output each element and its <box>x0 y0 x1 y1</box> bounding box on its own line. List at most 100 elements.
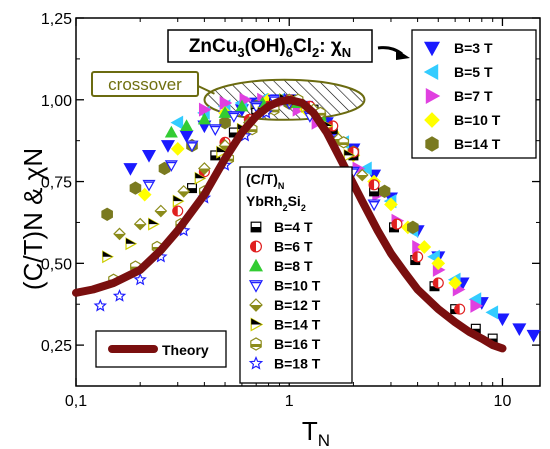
data-point <box>197 112 211 125</box>
legend-zn-label: B=5 T <box>454 64 493 80</box>
data-point <box>218 106 232 118</box>
legend-zn-marker <box>425 87 441 105</box>
data-point <box>378 184 391 199</box>
y-tick-label: 1,25 <box>41 11 72 28</box>
data-point <box>391 218 403 230</box>
data-point <box>129 181 142 195</box>
data-point <box>355 168 369 182</box>
theory-curve <box>72 95 507 353</box>
data-point <box>227 111 241 123</box>
legend-yb-marker <box>248 280 264 293</box>
legend-yb-marker <box>248 258 264 272</box>
legend-yb-label: B=4 T <box>274 219 313 235</box>
data-point <box>235 99 249 112</box>
x-tick-label: 1 <box>285 393 294 410</box>
data-point <box>148 217 160 231</box>
legend-zn-marker <box>424 112 440 128</box>
data-point <box>187 183 198 194</box>
crossover-label: crossover <box>108 75 182 94</box>
data-point <box>141 149 157 163</box>
legend-zn-marker <box>425 136 439 152</box>
data-point <box>249 101 263 114</box>
legend-theory-label: Theory <box>162 342 209 358</box>
data-point <box>125 237 138 251</box>
data-point <box>133 272 147 286</box>
data-point <box>137 187 152 202</box>
data-point <box>219 115 231 130</box>
data-point <box>198 162 211 175</box>
data-point <box>367 199 381 212</box>
x-tick-label: 10 <box>494 393 512 410</box>
title-box <box>167 29 373 63</box>
legend-yb-label: B=14 T <box>274 317 321 333</box>
legend-zn-label: B=10 T <box>454 112 501 128</box>
data-point <box>454 303 466 315</box>
data-point <box>170 141 185 156</box>
data-point <box>198 102 212 117</box>
data-point <box>102 250 114 264</box>
data-point <box>495 313 510 327</box>
legend-yb-label: B=12 T <box>274 297 321 313</box>
legend-yb-marker <box>250 221 262 233</box>
data-point <box>384 197 398 212</box>
data-point <box>142 179 156 192</box>
data-point <box>512 323 527 336</box>
legend-yb-marker <box>248 355 264 370</box>
data-point <box>412 251 424 263</box>
x-tick-label: 0,1 <box>65 393 87 410</box>
legend-zn-marker <box>423 41 441 57</box>
legend-zn-label: B=3 T <box>454 40 493 56</box>
x-axis-title: TN <box>302 416 330 449</box>
data-point <box>180 119 194 131</box>
data-point <box>185 140 199 153</box>
data-point <box>177 185 191 198</box>
legend-yb-header-1: (C/T)N <box>246 171 284 191</box>
legend-yb-label: B=16 T <box>274 336 321 352</box>
data-point <box>208 124 222 136</box>
data-point <box>343 148 356 162</box>
legend-yb-label: B=6 T <box>274 239 313 255</box>
data-point <box>172 194 185 208</box>
data-point <box>431 256 446 271</box>
plot-area-border <box>75 17 541 387</box>
legend-yb-marker <box>250 317 264 332</box>
plot-frame <box>75 17 541 387</box>
title-arrow-head <box>396 49 410 60</box>
data-point <box>113 227 126 241</box>
data-point <box>112 288 127 302</box>
data-point <box>407 220 419 235</box>
legend-zn-marker <box>423 63 439 81</box>
data-point <box>216 145 228 159</box>
y-tick-label: 0,25 <box>41 338 72 355</box>
data-point <box>93 298 108 312</box>
data-point <box>123 163 138 176</box>
data-point <box>179 130 194 143</box>
legend-yb-marker <box>250 337 262 351</box>
data-point <box>164 160 178 172</box>
data-point <box>170 115 184 130</box>
data-point <box>470 298 484 313</box>
legend-zn-label: B=14 T <box>454 136 501 152</box>
data-point <box>448 276 462 290</box>
data-point <box>485 305 499 320</box>
data-point <box>154 204 168 218</box>
data-point <box>359 161 372 176</box>
data-point <box>526 329 541 343</box>
data-point <box>417 240 432 254</box>
legend-zn-label: B=7 T <box>454 88 493 104</box>
data-point <box>160 140 175 153</box>
title-text: ZnCu3(OH)6Cl2: χN <box>189 36 351 60</box>
crossover-connector <box>197 85 215 95</box>
data-point <box>172 205 184 217</box>
legend-yb-label: B=10 T <box>274 278 321 294</box>
data-point <box>194 171 207 185</box>
y-tick-label: 0,50 <box>41 256 72 273</box>
data-point <box>338 136 350 149</box>
data-point <box>368 179 380 191</box>
crossover-label-box <box>91 71 199 97</box>
theory-line <box>72 95 507 353</box>
data-point <box>164 125 178 138</box>
data-point <box>219 96 233 111</box>
data-point <box>101 207 113 221</box>
